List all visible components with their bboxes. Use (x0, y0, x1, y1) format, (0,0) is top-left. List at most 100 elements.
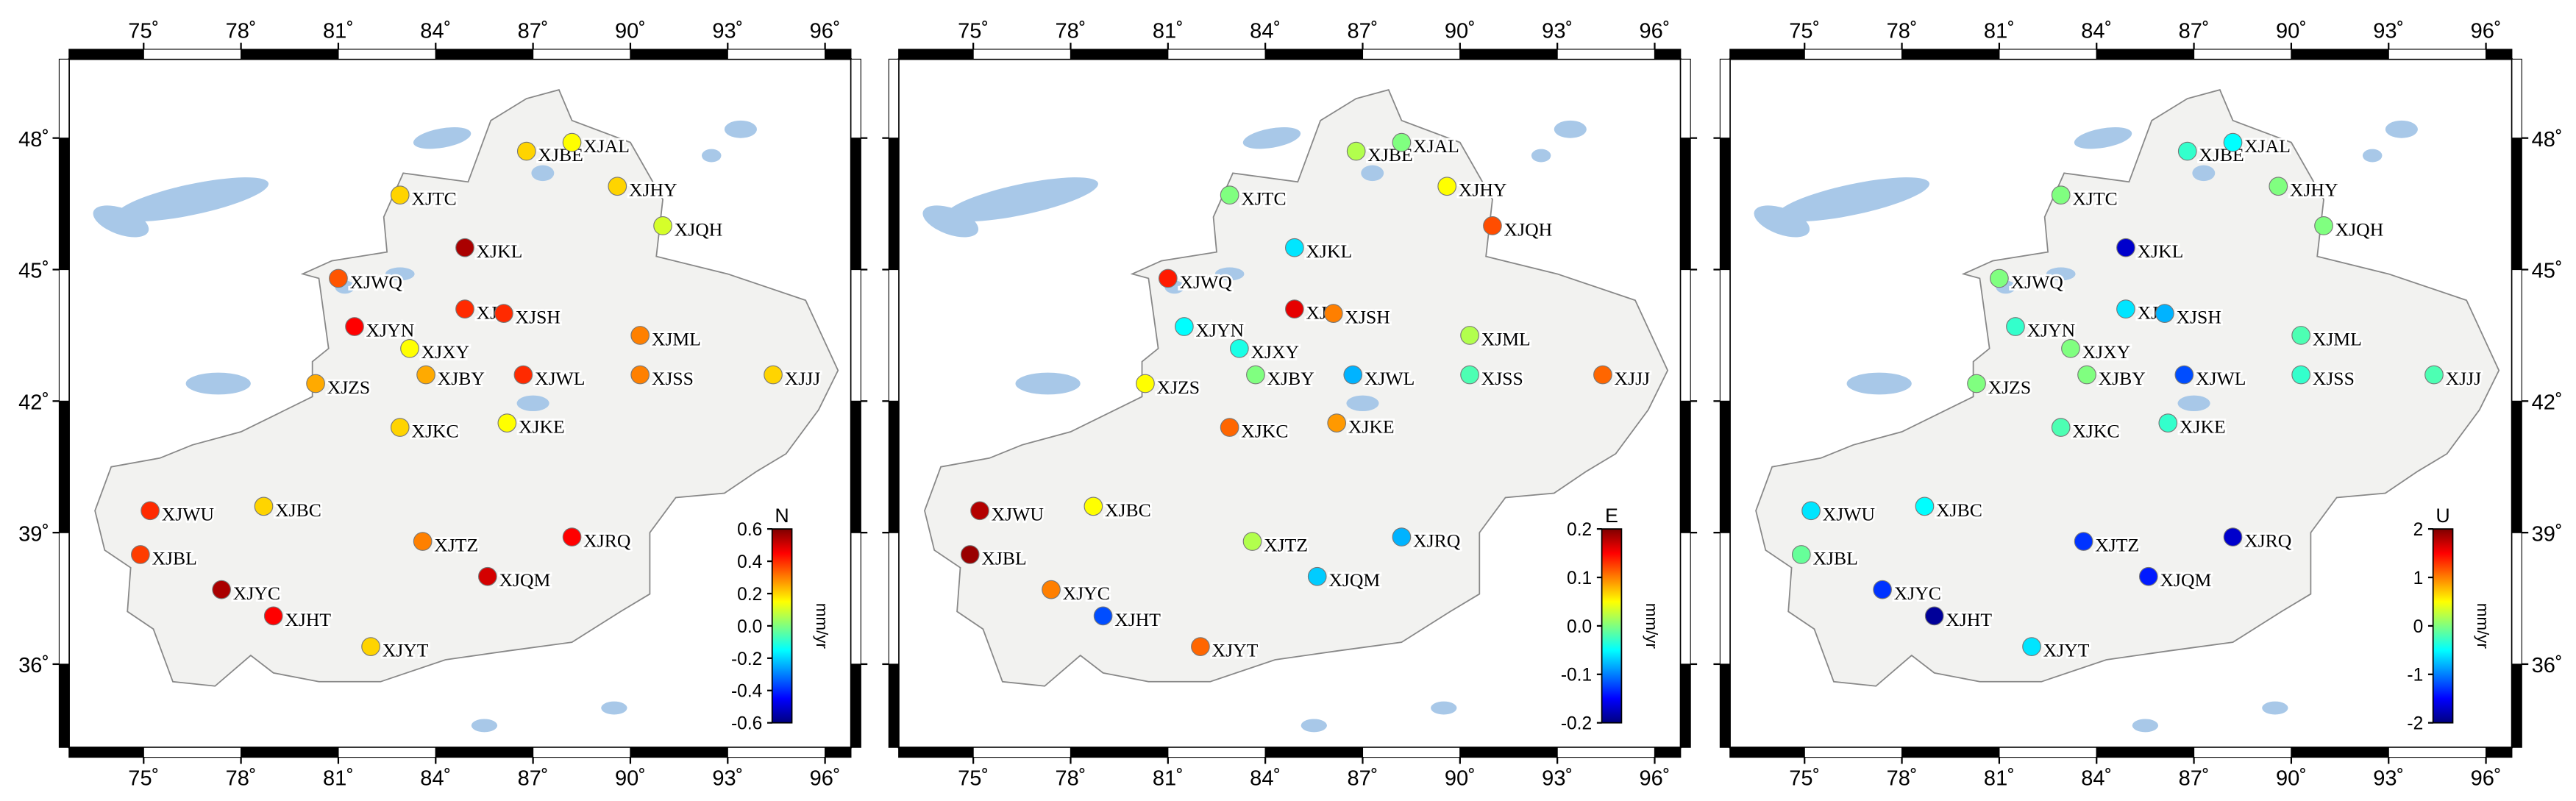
frame-band (1804, 49, 1903, 60)
map-panel: 75˚ 75˚ 78˚ 78˚ 81˚ 81˚ 84˚ 84˚ 87˚ 87˚ 90˚ 90˚ 93˚ 9… (882, 19, 1698, 791)
colorbar-tick-label: 0.2 (1567, 520, 1592, 540)
station-label: XJYT (1212, 640, 1259, 661)
frame-band (1999, 49, 2097, 60)
station-marker (2006, 317, 2025, 336)
station-label: XJYN (2027, 319, 2076, 341)
colorbar-tick-label: 0.0 (1567, 617, 1592, 637)
lake (185, 372, 251, 395)
lon-tick-label: 93˚ (1542, 767, 1573, 791)
station-marker (306, 374, 325, 394)
station-marker (131, 545, 150, 564)
lon-tick-label: 81˚ (323, 767, 354, 791)
station-label: XJQM (2160, 569, 2211, 591)
station-label: XJBL (1812, 547, 1857, 569)
lon-tick-label: 96˚ (2471, 767, 2502, 791)
colorbar-tick-label: -0.2 (1561, 714, 1592, 734)
station-label: XJSS (1481, 368, 1523, 389)
lon-tick-label: 75˚ (128, 767, 159, 791)
lake (2177, 395, 2210, 412)
colorbar-tick-label: 0 (2413, 617, 2424, 637)
frame-band (888, 138, 900, 271)
station-label: XJBC (1105, 499, 1151, 521)
lake (1754, 205, 1810, 238)
station-marker (345, 317, 364, 336)
frame-band (972, 49, 1072, 60)
frame-band (1459, 747, 1558, 758)
frame-band (1680, 400, 1691, 533)
frame-band (825, 747, 852, 758)
station-marker (2155, 304, 2174, 323)
frame-band (2511, 663, 2522, 748)
frame-band (68, 49, 144, 60)
station-label: XJHY (2290, 179, 2338, 201)
frame-band (630, 49, 728, 60)
station-marker (1392, 132, 1412, 152)
frame-band (2511, 268, 2522, 402)
station-label: XJHT (1946, 609, 1992, 630)
frame-band (888, 532, 900, 665)
station-marker (455, 299, 474, 318)
lon-tick-label: 81˚ (1984, 767, 2015, 791)
colorbar-box (1532, 502, 1665, 736)
station-marker (2424, 365, 2444, 385)
frame-band (1264, 747, 1364, 758)
frame-band (1556, 49, 1656, 60)
frame-band (241, 747, 339, 758)
frame-band (727, 49, 826, 60)
frame-band (2096, 49, 2195, 60)
lon-tick-label: 75˚ (958, 19, 989, 43)
station-marker (140, 501, 160, 521)
lon-tick-label: 75˚ (1789, 767, 1820, 791)
frame-band (888, 268, 900, 402)
lake (531, 165, 555, 182)
station-label: XJWU (992, 504, 1044, 525)
frame-band (2291, 49, 2389, 60)
station-marker (630, 365, 650, 385)
colorbar-tick-label: 0.2 (737, 585, 762, 605)
lon-tick-label: 87˚ (518, 767, 549, 791)
frame-band (1719, 400, 1731, 533)
colorbar-tick-label: 1 (2413, 569, 2424, 588)
lon-tick-label: 93˚ (712, 767, 743, 791)
station-marker (2077, 365, 2096, 385)
station-label: XJQH (2335, 218, 2384, 240)
frame-band (1719, 58, 1731, 139)
station-marker (1483, 216, 1502, 235)
station-marker (1873, 580, 1892, 599)
lon-tick-label: 93˚ (712, 19, 743, 43)
colorbar (1601, 528, 1623, 724)
station-label: XJML (2313, 328, 2362, 349)
station-marker (630, 326, 650, 345)
station-label: XJBC (275, 499, 321, 521)
lake (115, 177, 269, 222)
station-label: XJWQ (1179, 271, 1232, 293)
lat-tick-label: 39˚ (2532, 522, 2563, 546)
lake (922, 205, 979, 238)
lake (2385, 120, 2418, 138)
station-marker (2074, 532, 2093, 551)
frame-band (1680, 138, 1691, 271)
lake (2262, 701, 2288, 715)
station-marker (1327, 413, 1347, 432)
station-label: XJWU (1823, 504, 1875, 525)
lon-tick-label: 87˚ (1348, 767, 1378, 791)
station-label: XJTC (411, 188, 456, 210)
lat-tick-label: 45˚ (2532, 260, 2563, 283)
station-label: XJKC (1241, 420, 1288, 441)
station-marker (494, 304, 513, 323)
frame-band (1459, 49, 1558, 60)
station-marker (970, 501, 989, 521)
lake (1531, 149, 1551, 163)
station-marker (390, 185, 410, 205)
frame-band (1680, 532, 1691, 665)
lon-tick-label: 84˚ (420, 767, 451, 791)
station-marker (562, 527, 582, 547)
lat-tick-label: 48˚ (2532, 128, 2563, 152)
station-label: XJWL (535, 368, 585, 389)
colorbar-tick-label: -1 (2407, 666, 2423, 686)
colorbar-unit: mm/yr (813, 603, 831, 649)
lake (1361, 165, 1384, 182)
station-marker (254, 496, 274, 516)
lat-tick-label: 36˚ (2532, 654, 2563, 677)
